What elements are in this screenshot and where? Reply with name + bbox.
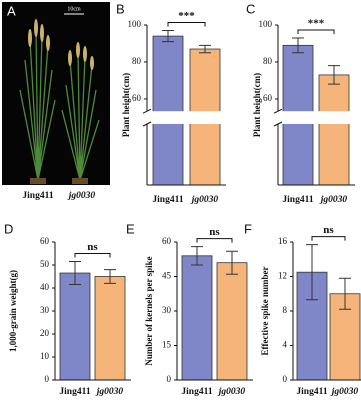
error-bar xyxy=(191,246,203,266)
x-tick-label: Jing411 xyxy=(282,195,313,205)
photo-panel: A 10cm Jing411 jg0030 xyxy=(2,2,110,201)
y-tick-label: 16 xyxy=(278,236,288,246)
spikes xyxy=(28,19,94,70)
error-bar xyxy=(339,277,351,310)
y-tick-label: 45 xyxy=(162,271,172,281)
x-tick-label: jg0030 xyxy=(217,387,246,397)
chart-panel: B Plant height(cm) 60 80 100 Jing411 jg0030 *** xyxy=(116,1,226,205)
y-tick-label: 60 xyxy=(263,93,273,103)
error-bar xyxy=(199,44,211,54)
bar xyxy=(59,272,91,381)
bar xyxy=(94,276,126,381)
axis-break-gap xyxy=(143,111,224,124)
error-bar xyxy=(226,250,238,275)
axis-break-gap xyxy=(274,111,353,124)
x-tick-label: jg0030 xyxy=(330,387,359,397)
error-bar xyxy=(328,65,340,85)
y-tick-label: 80 xyxy=(263,56,273,66)
y-axis-label: Effective spike number xyxy=(260,267,270,356)
error-bar xyxy=(104,269,116,284)
y-tick-label: 8 xyxy=(283,305,288,315)
scale-text: 10cm xyxy=(67,6,81,12)
significance-bracket xyxy=(311,236,346,241)
significance-label: ns xyxy=(87,241,98,253)
y-tick-label: 4 xyxy=(283,340,288,350)
significance-bracket xyxy=(297,29,335,34)
panel-label: F xyxy=(244,221,252,236)
error-bar xyxy=(162,30,174,43)
x-tick-label: jg0030 xyxy=(319,195,348,205)
significance-bracket xyxy=(196,238,233,243)
bar xyxy=(152,35,184,186)
error-bar xyxy=(306,244,318,301)
error-bar xyxy=(69,261,81,286)
panel-label: D xyxy=(4,221,13,236)
y-tick-label: 100 xyxy=(259,19,273,29)
y-tick-label: 60 xyxy=(40,236,50,246)
break-mark xyxy=(273,108,283,127)
panel-label: C xyxy=(246,1,255,16)
photo xyxy=(2,2,110,185)
y-tick-label: 50 xyxy=(40,259,50,269)
x-tick-label: Jing411 xyxy=(181,387,212,397)
bar xyxy=(181,255,213,381)
y-tick-label: 100 xyxy=(128,19,142,29)
y-axis-label: Plant height(cm) xyxy=(121,73,131,137)
photo-label: Jing411 xyxy=(22,191,53,201)
x-tick-label: Jing411 xyxy=(59,387,90,397)
panel-label: B xyxy=(116,1,125,16)
x-tick-label: Jing411 xyxy=(152,195,183,205)
x-tick-label: jg0030 xyxy=(190,195,219,205)
bar xyxy=(318,74,350,186)
plants xyxy=(19,29,100,181)
y-axis-label: Number of kernels per spike xyxy=(144,256,154,365)
chart-panel: F Effective spike number 0 4 8 12 16 Jing411 jg0… xyxy=(244,221,361,397)
chart-panel: E Number of kernels per spike 0 15 30 45 60 Jin… xyxy=(126,221,253,397)
y-tick-label: 60 xyxy=(162,236,172,246)
chart-panel: D 1,000-grain weight(g) 0 10 20 30 40 50 60 Jing4… xyxy=(4,221,131,397)
error-bar xyxy=(292,37,304,54)
y-axis-label: 1,000-grain weight(g) xyxy=(8,270,18,352)
y-tick-label: 10 xyxy=(40,351,50,361)
y-tick-label: 0 xyxy=(283,374,288,384)
y-tick-label: 0 xyxy=(167,374,172,384)
y-tick-label: 15 xyxy=(162,340,172,350)
y-tick-label: 30 xyxy=(40,305,50,315)
y-tick-label: 40 xyxy=(40,282,50,292)
y-tick-label: 80 xyxy=(132,56,142,66)
significance-label: ns xyxy=(209,226,220,238)
bar xyxy=(216,262,248,381)
photo-label: jg0030 xyxy=(67,191,96,201)
break-mark xyxy=(142,108,152,127)
x-tick-label: jg0030 xyxy=(95,387,124,397)
significance-bracket xyxy=(74,253,111,258)
y-tick-label: 30 xyxy=(162,305,172,315)
y-tick-label: 60 xyxy=(132,93,142,103)
significance-label: *** xyxy=(308,17,325,29)
significance-bracket xyxy=(167,22,206,27)
chart-panel: C Plant height(cm) 60 80 100 Jing411 jg0030 *** xyxy=(246,1,355,205)
panel-label: A xyxy=(7,3,16,18)
x-tick-label: Jing411 xyxy=(296,387,327,397)
y-tick-label: 0 xyxy=(45,374,50,384)
significance-label: ns xyxy=(323,224,334,236)
y-axis-label: Plant height(cm) xyxy=(252,73,262,137)
y-tick-label: 12 xyxy=(278,271,287,281)
y-tick-label: 20 xyxy=(40,328,50,338)
panel-label: E xyxy=(126,221,135,236)
significance-label: *** xyxy=(178,10,195,22)
